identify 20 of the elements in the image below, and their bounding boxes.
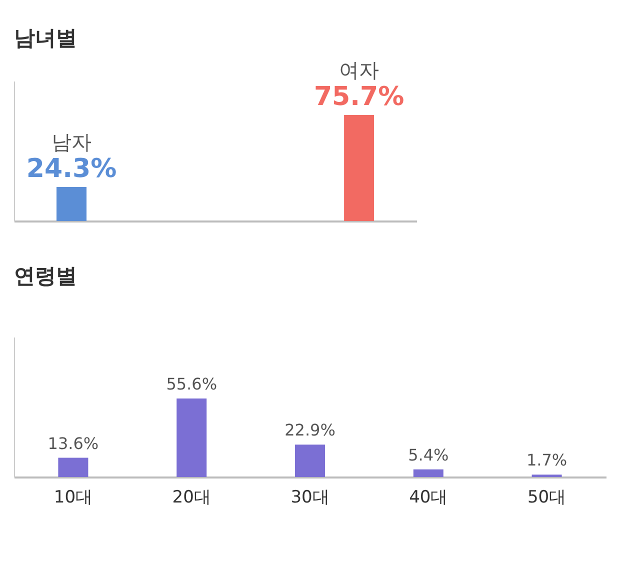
x-tick-label: 남자 [52, 130, 92, 154]
bar [176, 398, 207, 477]
x-tick-label: 여자 [339, 58, 380, 82]
x-tick-label: 40대 [409, 488, 448, 508]
data-label: 22.9% [284, 420, 336, 440]
x-tick-label: 30대 [290, 488, 330, 508]
chart-title: 남녀별 [14, 26, 77, 50]
chart-title: 연령별 [14, 264, 77, 288]
data-label: 13.6% [48, 434, 99, 453]
data-label: 5.4% [408, 445, 449, 464]
data-label: 24.3% [26, 154, 117, 184]
x-tick-label: 50대 [527, 488, 566, 508]
x-tick-label: 20대 [172, 488, 211, 508]
bar [58, 458, 88, 477]
x-tick-label: 10대 [54, 488, 93, 508]
data-label: 55.6% [166, 374, 218, 394]
bar [295, 444, 325, 477]
data-label: 1.7% [526, 450, 568, 470]
data-label: 75.7% [314, 82, 404, 112]
bar [413, 469, 444, 477]
